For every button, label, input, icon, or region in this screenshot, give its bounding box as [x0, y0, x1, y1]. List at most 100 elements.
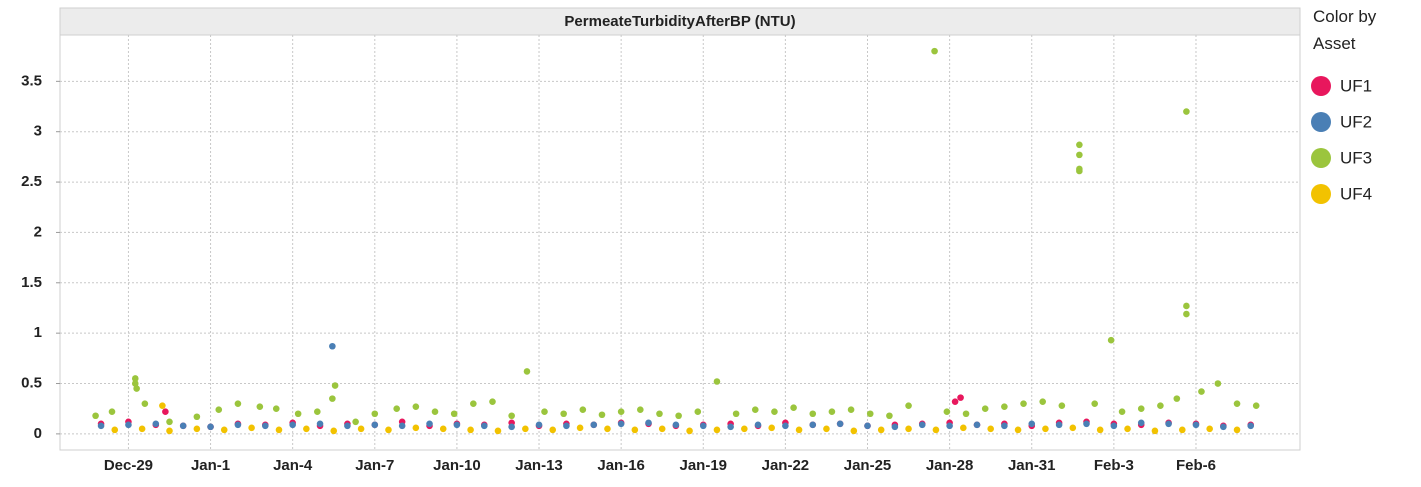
point [1198, 388, 1205, 395]
legend-label: UF2 [1340, 112, 1372, 131]
point [152, 420, 160, 428]
point [1192, 421, 1200, 429]
points [92, 47, 1260, 435]
x-tick-label: Feb-6 [1176, 457, 1216, 474]
point [256, 403, 264, 410]
point [795, 426, 803, 434]
point [371, 421, 379, 429]
point [579, 406, 587, 414]
point [480, 422, 488, 430]
legend-swatch [1311, 112, 1331, 132]
point [294, 410, 302, 418]
point [1214, 380, 1222, 387]
point [248, 424, 255, 432]
point [981, 405, 989, 413]
point [522, 425, 529, 433]
point [138, 425, 146, 433]
x-tick-label: Jan-16 [597, 457, 645, 474]
point [931, 47, 938, 55]
point [385, 426, 392, 434]
point [1076, 151, 1083, 159]
point [162, 408, 169, 416]
point [215, 406, 223, 414]
point [450, 410, 458, 418]
point [1042, 425, 1049, 433]
point [790, 404, 797, 411]
point [523, 368, 531, 375]
point [393, 405, 400, 413]
point [1028, 420, 1036, 428]
point [489, 398, 496, 405]
x-tick-label: Jan-1 [191, 457, 230, 474]
point [352, 418, 359, 426]
point [932, 426, 940, 434]
point [782, 422, 789, 430]
point [604, 425, 611, 433]
y-tick-label: 0.5 [21, 374, 42, 391]
point [617, 420, 625, 428]
point [866, 410, 874, 418]
point [809, 421, 817, 429]
point [1055, 421, 1063, 429]
point [1020, 400, 1027, 407]
point [166, 427, 173, 435]
point [1178, 426, 1186, 434]
point [234, 400, 242, 407]
point [631, 426, 639, 434]
point [234, 421, 242, 429]
point [694, 408, 702, 416]
point [905, 402, 912, 409]
y-tick-label: 2.5 [21, 173, 42, 190]
y-tick-label: 3 [34, 123, 42, 140]
point [193, 413, 201, 421]
y-tick-label: 1.5 [21, 274, 42, 291]
point [1001, 403, 1008, 410]
point [727, 423, 734, 431]
point [467, 426, 474, 434]
point [850, 427, 858, 435]
point [1183, 108, 1190, 115]
point [207, 423, 214, 431]
legend-label: UF1 [1340, 76, 1372, 95]
point [1247, 422, 1255, 430]
point [412, 403, 420, 410]
point [535, 421, 543, 429]
point [344, 422, 351, 430]
point [741, 425, 748, 433]
point [590, 421, 598, 429]
point [946, 422, 953, 430]
point [713, 378, 721, 385]
point [141, 400, 149, 407]
point [617, 408, 625, 416]
point [905, 425, 912, 433]
point [656, 410, 663, 418]
point [836, 420, 844, 428]
point [637, 406, 644, 414]
point [1076, 141, 1083, 149]
point [1014, 426, 1022, 434]
y-tick-label: 0 [34, 425, 42, 442]
point [675, 412, 682, 420]
point [1107, 336, 1115, 344]
point [823, 425, 830, 433]
point [960, 424, 967, 432]
point [426, 420, 433, 428]
point [987, 425, 994, 433]
point [371, 410, 379, 418]
point [809, 410, 817, 418]
point [111, 426, 119, 434]
x-tick-label: Jan-22 [762, 457, 810, 474]
y-tick-label: 3.5 [21, 72, 42, 89]
point [261, 422, 269, 430]
point [828, 408, 836, 416]
point [131, 375, 139, 382]
x-tick-label: Jan-7 [355, 457, 394, 474]
point [1220, 423, 1227, 431]
point [92, 412, 99, 420]
point [951, 398, 959, 405]
point [439, 425, 447, 433]
point [125, 421, 132, 429]
point [1137, 405, 1145, 413]
point [1118, 408, 1126, 416]
